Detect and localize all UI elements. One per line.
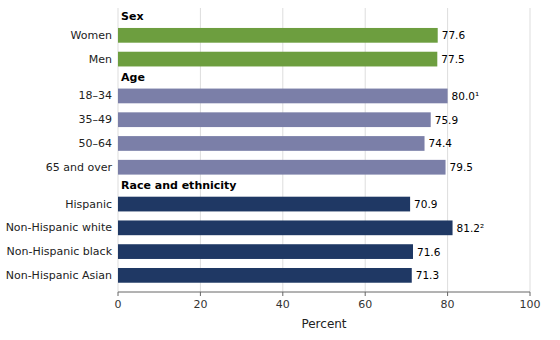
category-label: 65 and over (46, 161, 113, 174)
bar (118, 28, 438, 43)
category-label: Non-Hispanic black (7, 245, 113, 258)
data-label: 77.6 (442, 29, 466, 41)
group-header: Sex (121, 10, 143, 23)
category-label: 18–34 (79, 89, 113, 102)
bar (118, 220, 453, 235)
tick-mark (118, 292, 119, 296)
bar (118, 52, 437, 67)
category-label: Non-Hispanic white (6, 221, 113, 234)
tick-mark (447, 292, 448, 296)
bar (118, 244, 413, 259)
bar (118, 89, 448, 104)
category-label: Men (89, 53, 112, 66)
category-label: Non-Hispanic Asian (6, 269, 112, 282)
data-label: 79.5 (450, 161, 473, 173)
tick-mark (200, 292, 201, 296)
category-label: Women (71, 29, 112, 42)
data-label: 77.5 (441, 53, 464, 65)
bars (118, 28, 453, 283)
tick-label: 40 (276, 298, 290, 311)
bar (118, 112, 431, 127)
tick-label: 20 (193, 298, 207, 311)
tick-label: 100 (520, 298, 541, 311)
chart: 0 20 40 60 80 100 Percent Women 77.6 Men 77.5 18–34… (0, 0, 560, 340)
group-header: Race and ethnicity (121, 179, 237, 192)
tick-mark (282, 292, 283, 296)
grid-line (530, 8, 531, 292)
data-label: 71.6 (417, 246, 441, 258)
data-label: 81.2² (457, 222, 485, 234)
grid (118, 8, 530, 292)
group-header: Age (121, 71, 145, 84)
tick-label: 60 (358, 298, 372, 311)
bar (118, 136, 425, 151)
bar (118, 268, 412, 283)
axis-label: Percent (301, 317, 346, 331)
tick-mark (530, 292, 531, 296)
bar (118, 197, 410, 212)
data-label: 70.9 (414, 198, 437, 210)
data-label: 75.9 (435, 114, 458, 126)
tick-label: 80 (441, 298, 455, 311)
labels: Women 77.6 Men 77.5 18–34 80.0¹ 35–49 75.9 50–64… (6, 10, 484, 281)
tick-label: 0 (115, 298, 122, 311)
data-label: 80.0¹ (452, 90, 480, 102)
data-label: 71.3 (416, 269, 439, 281)
tick-mark (365, 292, 366, 296)
category-label: Hispanic (65, 198, 112, 211)
x-axis: 0 20 40 60 80 100 (115, 292, 541, 311)
category-label: 35–49 (79, 113, 113, 126)
bar (118, 160, 446, 175)
category-label: 50–64 (79, 137, 113, 150)
grid-line (447, 8, 448, 292)
data-label: 74.4 (429, 137, 453, 149)
axis-line (118, 292, 530, 293)
